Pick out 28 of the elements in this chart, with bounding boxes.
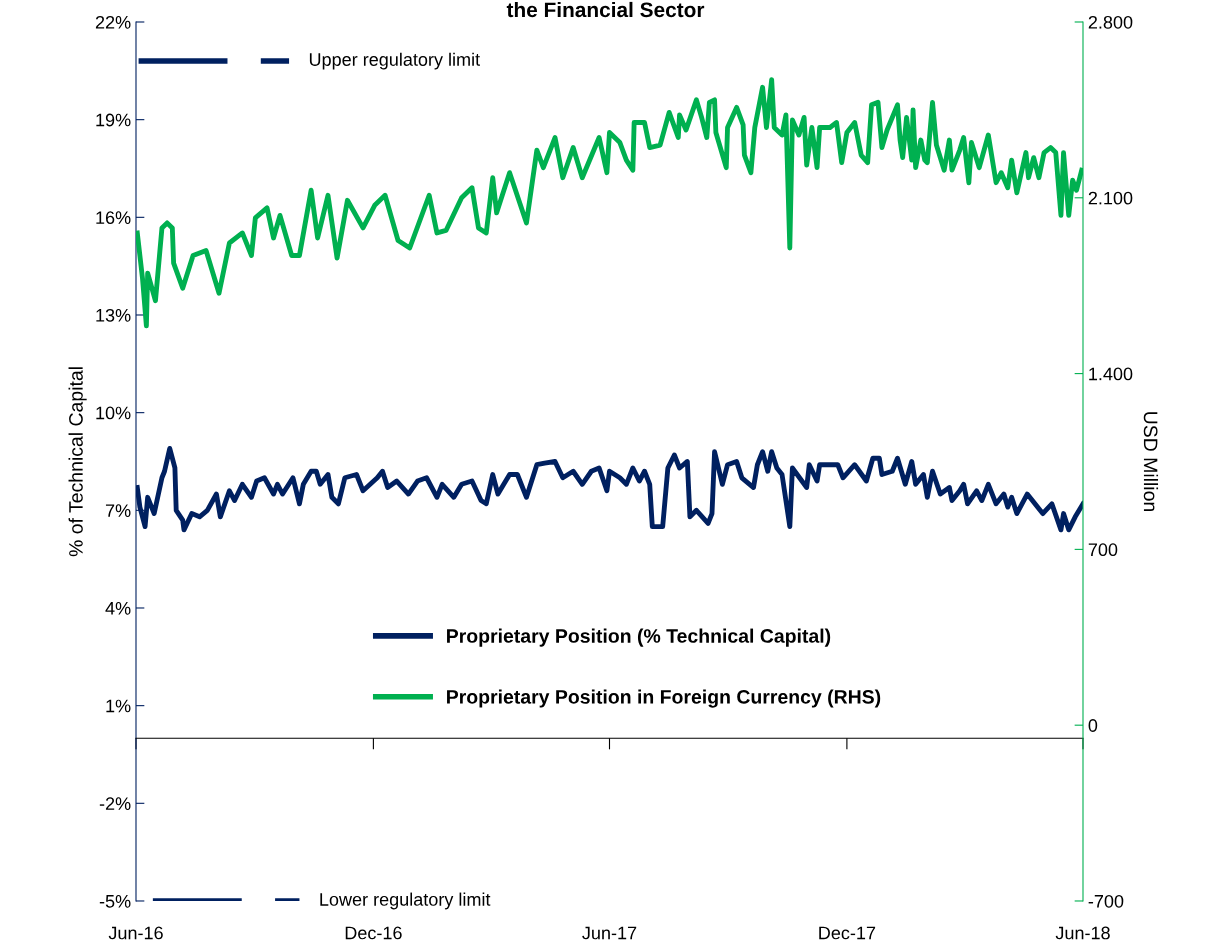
x-tick-label: Jun-16 <box>108 926 163 940</box>
x-tick-label: Dec-16 <box>345 926 402 940</box>
y2-axis-title: USD Million <box>1143 412 1159 512</box>
y-tick-label: 16% <box>96 211 131 225</box>
legend-label: Proprietary Position (% Technical Capital) <box>447 628 831 647</box>
x-tick-label: Jun-18 <box>1055 926 1110 940</box>
y2-tick-label: 2.800 <box>1088 15 1133 29</box>
y-tick-label: 19% <box>96 113 131 127</box>
y-tick-label: 4% <box>105 602 131 615</box>
x-tick-label: Jun-17 <box>582 926 637 940</box>
y2-tick-label: 0 <box>1088 719 1098 732</box>
legend-label: Proprietary Position in Foreign Currency (RHS) <box>447 689 881 708</box>
series-label: Lower regulatory limit <box>320 892 491 910</box>
y2-tick-label: 700 <box>1088 543 1118 557</box>
y2-tick-label: 2.100 <box>1088 191 1133 205</box>
y-axis-title: % of Technical Capital <box>68 367 87 557</box>
chart-title: the Financial Sector <box>506 1 705 18</box>
y-tick-label: 13% <box>96 308 131 322</box>
y2-tick-label: -700 <box>1088 894 1124 908</box>
x-tick-label: Dec-17 <box>819 926 876 940</box>
y-tick-label: 7% <box>105 504 131 517</box>
y2-tick-label: 1.400 <box>1089 367 1133 381</box>
y-tick-label: 22% <box>95 15 131 29</box>
y-tick-label: 1% <box>106 699 131 713</box>
y-tick-label: -2% <box>99 797 131 810</box>
y-tick-label: -5% <box>99 894 131 908</box>
series-label: Upper regulatory limit <box>309 52 480 70</box>
y-tick-label: 10% <box>96 406 131 420</box>
